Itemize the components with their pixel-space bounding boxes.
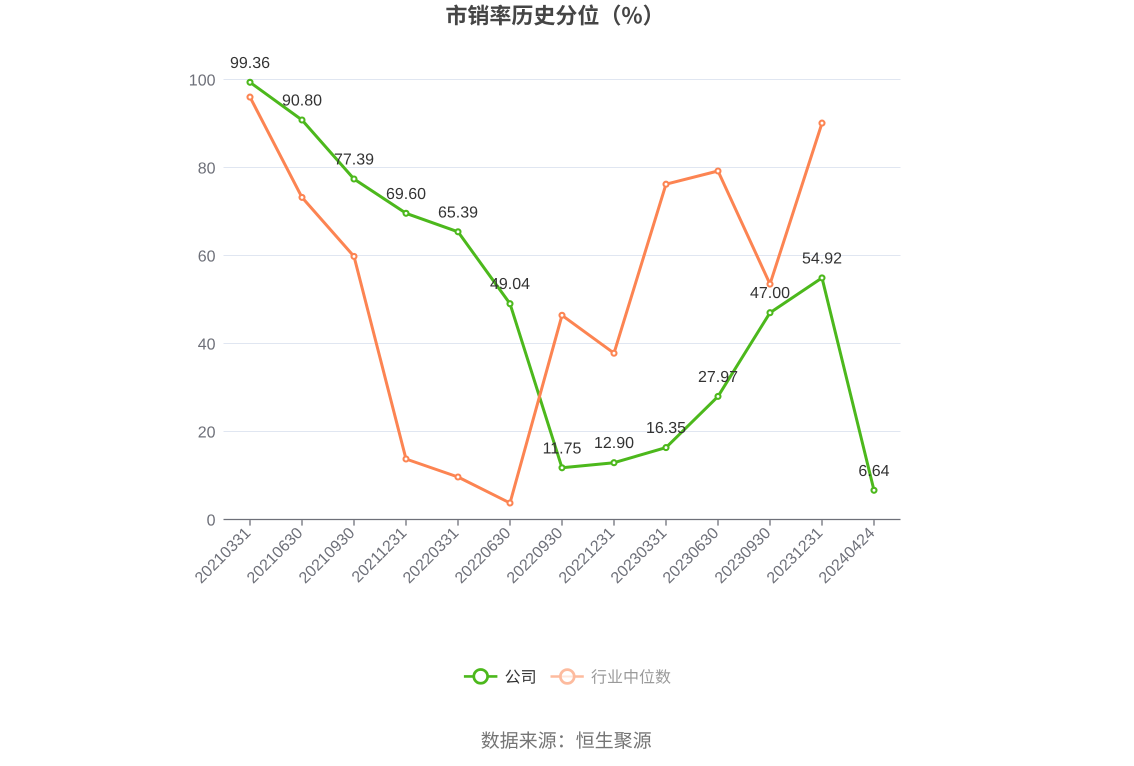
svg-text:69.60: 69.60 [386, 186, 426, 203]
svg-text:54.92: 54.92 [802, 250, 842, 267]
svg-text:6.64: 6.64 [858, 463, 889, 480]
svg-text:49.04: 49.04 [490, 276, 530, 293]
svg-text:100: 100 [189, 72, 216, 89]
svg-text:80: 80 [198, 160, 216, 177]
svg-text:40: 40 [198, 336, 216, 353]
svg-text:11.75: 11.75 [543, 440, 582, 457]
svg-text:65.39: 65.39 [438, 204, 478, 221]
svg-text:60: 60 [198, 248, 216, 265]
svg-text:0: 0 [207, 512, 216, 529]
svg-text:27.97: 27.97 [698, 369, 738, 386]
svg-text:16.35: 16.35 [646, 420, 686, 437]
svg-text:99.36: 99.36 [230, 55, 270, 72]
svg-text:20: 20 [198, 424, 216, 441]
svg-text:90.80: 90.80 [282, 93, 322, 110]
svg-text:12.90: 12.90 [594, 435, 634, 452]
svg-text:77.39: 77.39 [334, 152, 374, 169]
svg-text:47.00: 47.00 [750, 285, 790, 302]
